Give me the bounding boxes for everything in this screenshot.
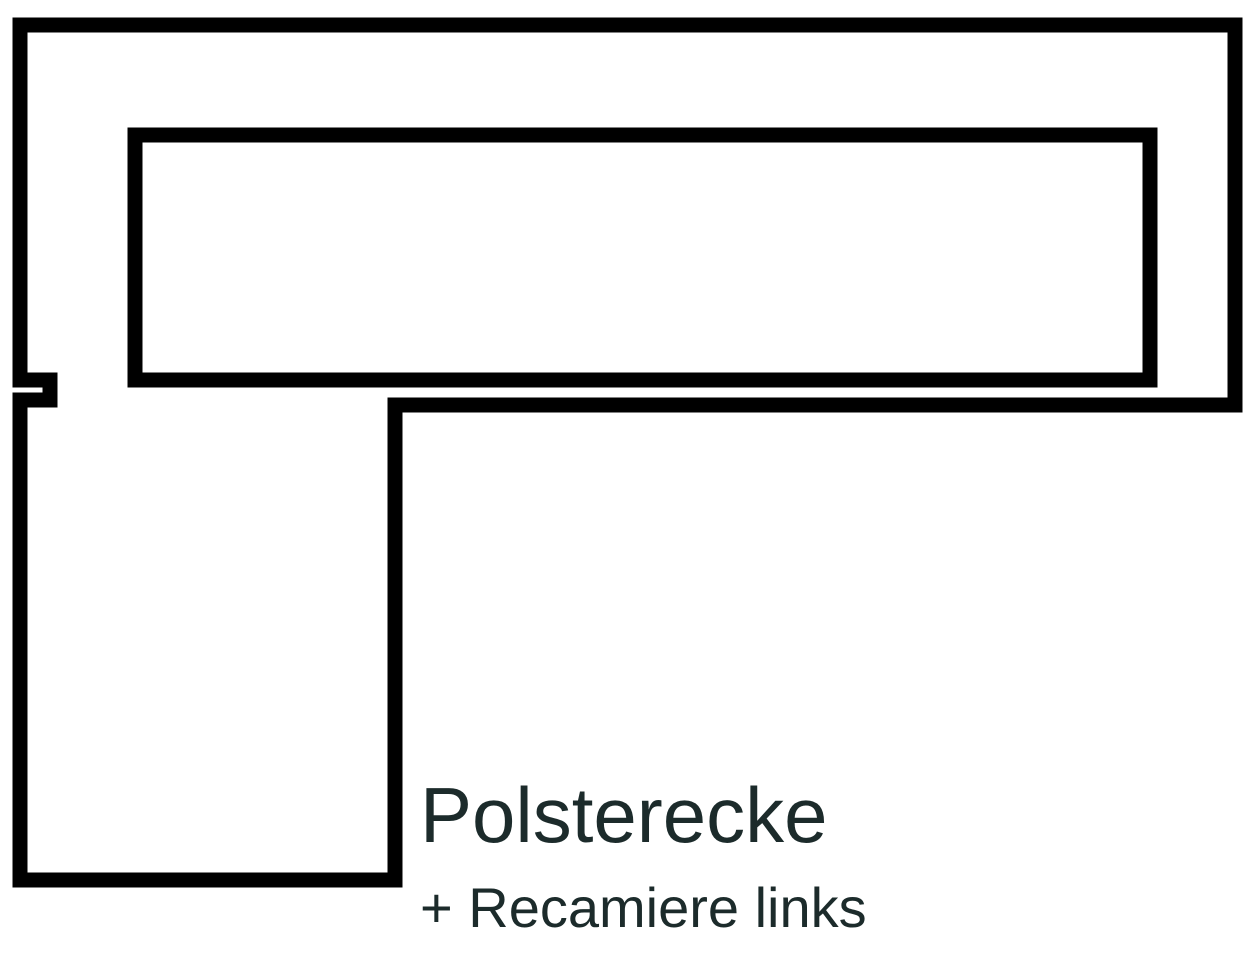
- diagram-title: Polsterecke: [420, 770, 828, 861]
- sofa-inner-outline: [135, 135, 1150, 380]
- diagram-subtitle: + Recamiere links: [420, 875, 867, 940]
